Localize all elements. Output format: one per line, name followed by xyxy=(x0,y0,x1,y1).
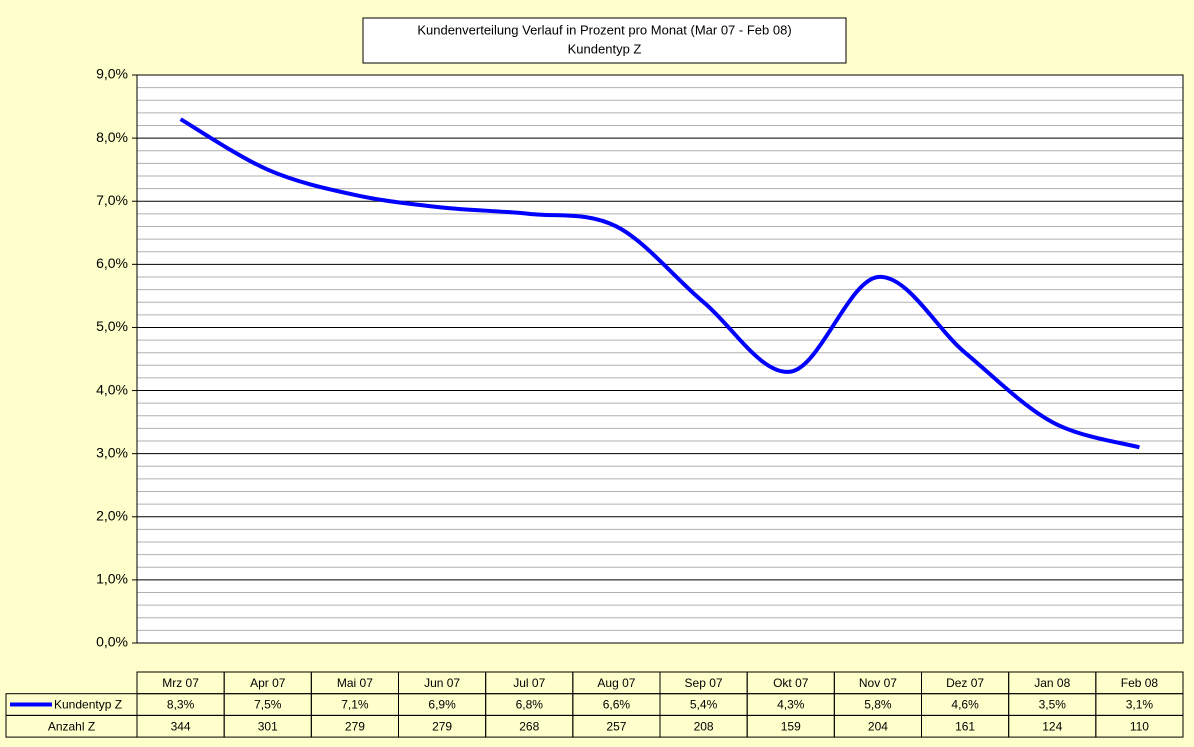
table-value: 279 xyxy=(345,719,365,733)
plot-area xyxy=(137,75,1183,643)
data-label: 3,1% xyxy=(1126,698,1154,712)
x-tick-label: Aug 07 xyxy=(597,676,635,690)
table-cell xyxy=(1095,714,1184,738)
y-tick-label: 1,0% xyxy=(96,571,128,587)
table-value: 268 xyxy=(519,719,539,733)
data-label: 4,6% xyxy=(951,698,979,712)
y-tick-label: 5,0% xyxy=(96,318,128,334)
table-value: 208 xyxy=(694,719,714,733)
table-value: 124 xyxy=(1042,719,1062,733)
y-tick-label: 7,0% xyxy=(96,192,128,208)
y-tick-label: 0,0% xyxy=(96,634,128,650)
x-tick-label: Feb 08 xyxy=(1121,676,1159,690)
data-label: 6,9% xyxy=(428,698,456,712)
y-tick-label: 4,0% xyxy=(96,381,128,397)
x-tick-label: Sep 07 xyxy=(685,676,723,690)
table-value: 279 xyxy=(432,719,452,733)
data-label: 5,4% xyxy=(690,698,718,712)
x-tick-label: Okt 07 xyxy=(773,676,809,690)
data-label: 8,3% xyxy=(167,698,195,712)
chart-subtitle: Kundentyp Z xyxy=(568,41,642,56)
data-label: 6,8% xyxy=(516,698,544,712)
y-tick-label: 3,0% xyxy=(96,444,128,460)
x-tick-label: Jan 08 xyxy=(1034,676,1070,690)
y-tick-label: 9,0% xyxy=(96,66,128,82)
chart-title: Kundenverteilung Verlauf in Prozent pro … xyxy=(417,22,791,37)
data-label: 3,5% xyxy=(1039,698,1067,712)
table-value: 110 xyxy=(1130,719,1149,733)
x-tick-label: Mrz 07 xyxy=(162,676,199,690)
table-row-label: Anzahl Z xyxy=(48,719,95,733)
table-value: 159 xyxy=(781,719,801,733)
x-tick-label: Dez 07 xyxy=(946,676,984,690)
data-label: 5,8% xyxy=(864,698,892,712)
y-tick-label: 6,0% xyxy=(96,255,128,271)
x-tick-label: Jun 07 xyxy=(424,676,460,690)
x-tick-label: Nov 07 xyxy=(859,676,897,690)
table-value: 257 xyxy=(606,719,626,733)
data-label: 4,3% xyxy=(777,698,805,712)
plot-border xyxy=(136,74,1184,644)
y-tick-label: 2,0% xyxy=(96,507,128,523)
title-box xyxy=(362,17,847,64)
table-value: 301 xyxy=(258,719,278,733)
x-tick-label: Apr 07 xyxy=(250,676,286,690)
x-tick-label: Jul 07 xyxy=(513,676,545,690)
data-label: 6,6% xyxy=(603,698,631,712)
data-label: 7,1% xyxy=(341,698,369,712)
table-value: 344 xyxy=(171,719,191,733)
table-value: 161 xyxy=(955,719,975,733)
x-tick-label: Mai 07 xyxy=(337,676,373,690)
series-line xyxy=(179,117,1140,450)
y-tick-label: 8,0% xyxy=(96,129,128,145)
table-value: 204 xyxy=(868,719,888,733)
data-label: 7,5% xyxy=(254,698,282,712)
legend-label: Kundentyp Z xyxy=(54,698,122,712)
